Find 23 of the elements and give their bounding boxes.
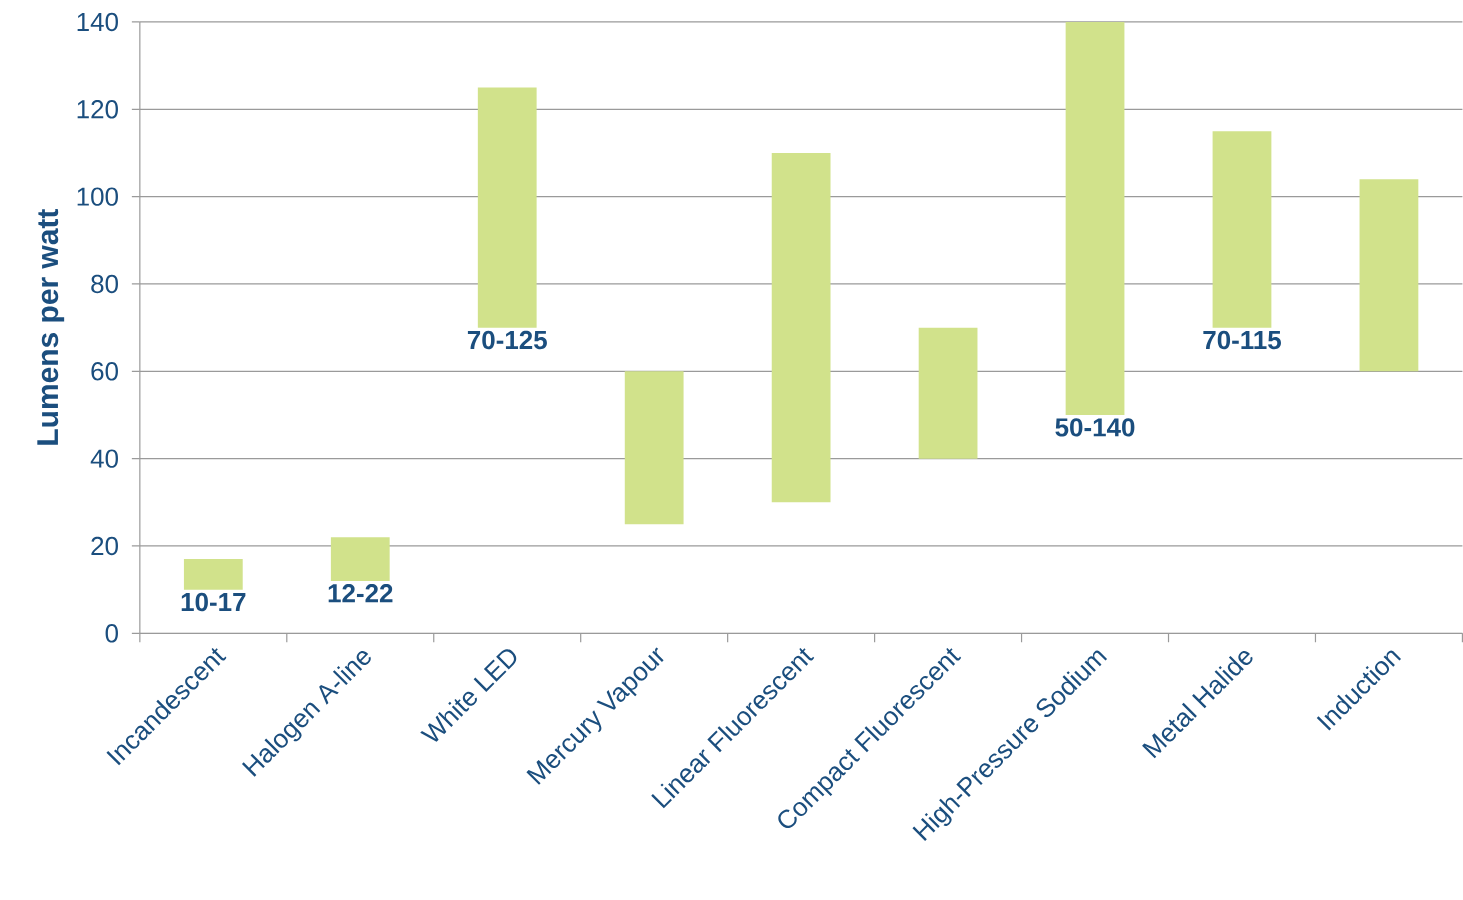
y-tick-label: 20	[91, 536, 118, 556]
data-label: 12-22	[328, 584, 393, 603]
data-label: 50-140	[1055, 418, 1135, 437]
data-label: 70-115	[1203, 330, 1281, 350]
bar	[183, 559, 243, 590]
y-tick-label: 80	[91, 274, 118, 294]
y-tick-label: 140	[77, 12, 118, 32]
y-tick-label: 100	[77, 187, 118, 206]
bar	[330, 537, 390, 581]
bar	[1065, 21, 1125, 415]
y-tick-label: 0	[105, 624, 118, 643]
bar	[1359, 179, 1419, 372]
bar	[918, 327, 978, 459]
bar	[624, 371, 684, 525]
y-tick-label: 120	[77, 100, 118, 119]
y-tick-label: 60	[91, 362, 118, 381]
bar	[771, 152, 831, 503]
y-axis-title: Lumens per watt	[37, 208, 65, 445]
data-label: 10-17	[181, 592, 246, 612]
bar	[477, 87, 537, 328]
data-label: 70-125	[467, 330, 547, 350]
bar	[1212, 131, 1272, 328]
y-tick-label: 40	[90, 449, 118, 468]
